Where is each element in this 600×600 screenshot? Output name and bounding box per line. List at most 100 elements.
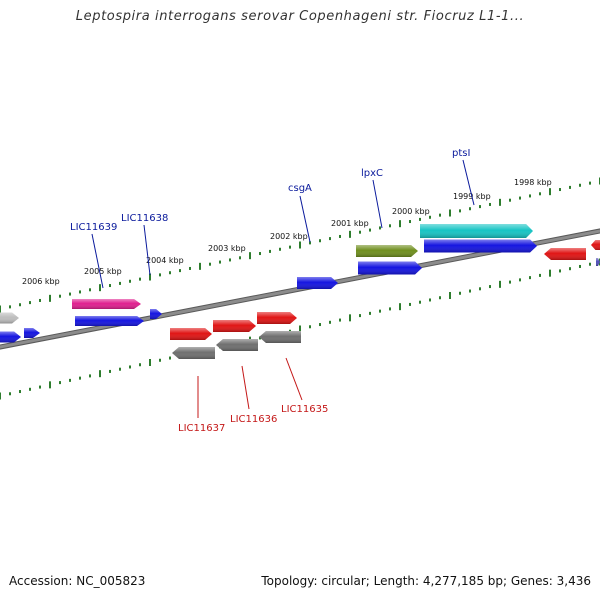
lower-scale-tick — [429, 298, 431, 302]
lower-scale-tick — [499, 280, 501, 288]
gene-arrow-shade — [75, 316, 144, 326]
lower-scale-tick — [509, 280, 511, 284]
upper-scale-tick — [189, 266, 191, 270]
upper-scale-tick — [229, 258, 231, 262]
gene-arrow-shade — [216, 339, 258, 351]
lower-scale-tick — [19, 390, 21, 394]
gene-label-LIC11636[interactable]: LIC11636 — [230, 414, 277, 425]
lower-scale-tick — [59, 381, 61, 385]
upper-scale-tick — [399, 220, 401, 228]
leader-line — [91, 233, 104, 289]
upper-scale-tick — [469, 207, 471, 211]
upper-scale-tick — [239, 256, 241, 260]
gene-label-LIC11638[interactable]: LIC11638 — [121, 213, 168, 224]
lower-scale-tick — [129, 365, 131, 369]
upper-scale-tick — [319, 239, 321, 243]
lower-scale-tick — [539, 273, 541, 277]
upper-scale-tick — [579, 183, 581, 187]
upper-scale-tick — [179, 269, 181, 273]
lower-scale-tick — [39, 385, 41, 389]
accession-text: Accession: NC_005823 — [9, 574, 146, 588]
kbp-label: 2006 kbp — [22, 277, 60, 286]
lower-scale-tick — [169, 356, 171, 360]
upper-scale-tick — [359, 230, 361, 234]
lower-scale-tick — [329, 320, 331, 324]
lower-scale-tick — [29, 387, 31, 391]
lower-scale-tick — [419, 300, 421, 304]
gene-label-lpxC[interactable]: lpxC — [361, 168, 383, 179]
gene-label-ptsI[interactable]: ptsI — [452, 148, 470, 159]
upper-scale-tick — [289, 245, 291, 249]
upper-scale-tick — [209, 262, 211, 266]
upper-scale-tick — [49, 294, 51, 302]
upper-scale-tick — [249, 252, 251, 260]
gene-arrow-offscreen-shade — [0, 312, 19, 324]
upper-scale-tick — [589, 181, 591, 185]
lower-scale-tick — [379, 309, 381, 313]
upper-scale-tick — [69, 292, 71, 296]
lower-scale-tick — [479, 287, 481, 291]
lower-scale-tick — [299, 325, 301, 333]
upper-scale-tick — [99, 284, 101, 292]
upper-scale-tick — [129, 279, 131, 283]
lower-scale-tick — [319, 323, 321, 327]
lower-scale-tick — [0, 392, 1, 400]
kbp-label: 1998 kbp — [514, 178, 552, 187]
lower-scale-tick — [349, 314, 351, 322]
gene-LIC11636-arrow-shade — [213, 320, 256, 332]
gene-LIC11638-arrow-shade — [150, 309, 162, 319]
upper-scale-tick — [389, 224, 391, 228]
kbp-label: 2005 kbp — [84, 267, 122, 276]
genome-summary-text: Topology: circular; Length: 4,277,185 bp… — [261, 574, 591, 588]
map-title: Leptospira interrogans serovar Copenhage… — [75, 9, 525, 24]
upper-scale-tick — [119, 281, 121, 285]
upper-scale-tick — [429, 215, 431, 219]
leader-line — [372, 179, 383, 229]
lower-scale-tick — [589, 262, 591, 266]
lower-scale-tick — [389, 307, 391, 311]
kbp-label: 2000 kbp — [392, 207, 430, 216]
lower-scale-tick — [439, 296, 441, 300]
lower-scale-tick — [69, 378, 71, 382]
gene-arrow-shade — [424, 239, 537, 253]
lower-scale-tick — [449, 292, 451, 299]
upper-scale-tick — [279, 247, 281, 251]
kbp-label: 2003 kbp — [208, 244, 246, 253]
gene-label-LIC11637[interactable]: LIC11637 — [178, 423, 225, 434]
gene-label-LIC11635[interactable]: LIC11635 — [281, 404, 328, 415]
lower-scale-tick — [109, 369, 111, 373]
lower-scale-tick — [9, 392, 11, 396]
upper-scale-tick — [549, 188, 551, 196]
gene-label-LIC11639[interactable]: LIC11639 — [70, 222, 117, 233]
gene-arrow-shade — [24, 328, 40, 338]
upper-scale-tick — [419, 217, 421, 221]
upper-scale-tick — [59, 294, 61, 298]
lower-scale-tick — [579, 264, 581, 268]
upper-scale-tick — [259, 252, 261, 256]
gene-arrow-offscreen-shade — [0, 331, 21, 343]
kbp-label: 2001 kbp — [331, 219, 369, 228]
lower-scale-tick — [49, 381, 51, 389]
gene-lpxC-arrow-shade — [356, 245, 418, 257]
gene-arrow-shade — [259, 331, 301, 343]
lower-scale-tick — [149, 359, 151, 366]
upper-scale-tick — [89, 288, 91, 292]
lower-scale-tick — [459, 291, 461, 295]
upper-scale-tick — [459, 209, 461, 213]
lower-scale-tick — [549, 269, 551, 277]
gene-label-csgA[interactable]: csgA — [288, 183, 312, 194]
gene-labels-layer: LIC11639 LIC11638 csgA lpxC ptsI LIC11637 LIC1… — [70, 148, 475, 434]
lower-scale-tick — [79, 376, 81, 380]
leader-line — [462, 159, 475, 206]
upper-scale-tick — [529, 194, 531, 198]
upper-scale-tick — [309, 241, 311, 245]
lower-scale-tick — [569, 267, 571, 271]
lower-scale-tick — [369, 311, 371, 315]
leader-line — [241, 365, 250, 410]
upper-scale-tick — [409, 220, 411, 224]
lower-scale-tick — [119, 367, 121, 371]
gene-features-layer[interactable] — [0, 224, 600, 359]
upper-scale-tick — [299, 241, 301, 249]
gene-ptsI-arrow-shade — [420, 224, 533, 238]
